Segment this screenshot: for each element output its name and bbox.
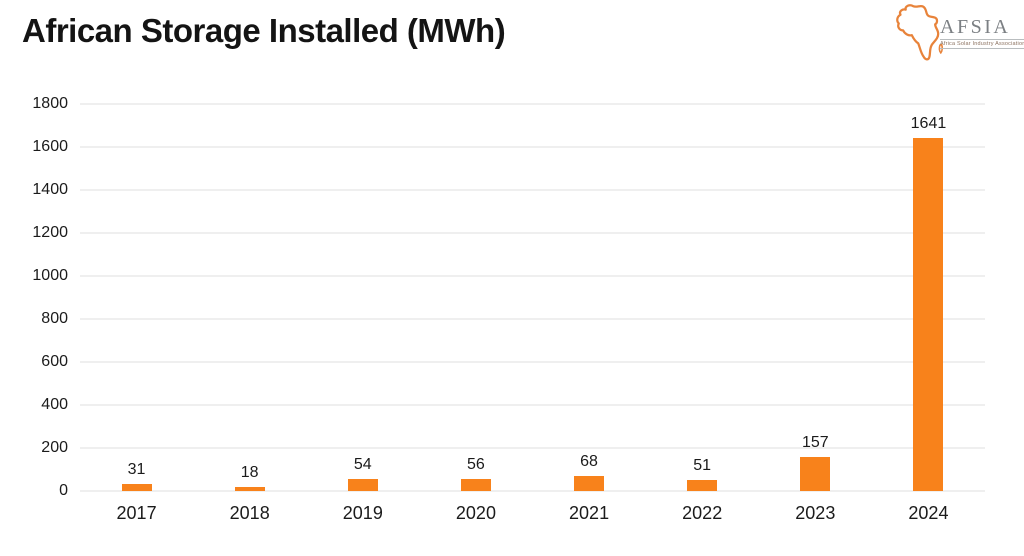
gridline-400 [80, 404, 985, 406]
bar-2022 [687, 480, 718, 491]
gridline-1400 [80, 189, 985, 191]
bar-value-2019: 54 [353, 456, 372, 474]
x-tick-2023: 2023 [795, 503, 836, 523]
bar-value-2022: 51 [693, 457, 712, 475]
gridline-1200 [80, 232, 985, 234]
y-tick-600: 600 [41, 353, 68, 370]
bar-chart-plot: 31 18 54 56 68 51 157 1641 [80, 103, 985, 492]
x-tick-2018: 2018 [229, 503, 270, 523]
bar-value-2017: 31 [127, 461, 146, 479]
y-tick-1000: 1000 [32, 267, 68, 284]
y-tick-1600: 1600 [32, 138, 68, 155]
bar-value-2020: 56 [467, 455, 485, 473]
bar-2023 [800, 457, 831, 491]
bar-2018 [234, 487, 265, 491]
bar-2017 [121, 484, 152, 491]
bar-2019 [347, 479, 378, 491]
y-tick-200: 200 [41, 439, 68, 456]
x-tick-2024: 2024 [908, 503, 949, 523]
x-tick-2017: 2017 [116, 503, 157, 523]
x-tick-2022: 2022 [682, 503, 723, 523]
x-tick-2019: 2019 [342, 503, 383, 523]
bar-2020 [460, 478, 491, 491]
gridline-0 [80, 490, 985, 492]
x-tick-2021: 2021 [569, 503, 610, 523]
gridline-800 [80, 318, 985, 320]
y-tick-1800: 1800 [32, 95, 68, 112]
x-tick-2020: 2020 [455, 503, 496, 523]
africa-map-icon [894, 2, 946, 69]
page-title: African Storage Installed (MWh) [22, 12, 506, 49]
gridline-200 [80, 447, 985, 449]
x-axis-labels: 2017 2018 2019 2020 2021 2022 2023 2024 [80, 503, 985, 524]
bar-value-2021: 68 [580, 453, 598, 471]
gridline-1800 [80, 103, 985, 105]
y-tick-800: 800 [41, 310, 68, 327]
bar-2021 [574, 476, 605, 491]
bar-value-2024: 1641 [910, 115, 947, 133]
gridline-1000 [80, 275, 985, 277]
afsia-logo: AFSIA Africa Solar Industry Association [894, 2, 1024, 69]
gridline-600 [80, 361, 985, 363]
bar-2024 [913, 138, 944, 491]
logo-tagline: Africa Solar Industry Association [940, 38, 1024, 49]
logo-wordmark: AFSIA [940, 15, 1011, 38]
y-tick-400: 400 [41, 396, 68, 413]
y-tick-1400: 1400 [32, 181, 68, 198]
logo-text: AFSIA Africa Solar Industry Association [940, 16, 1024, 49]
bar-value-2023: 157 [801, 434, 829, 452]
y-tick-1200: 1200 [32, 224, 68, 241]
y-tick-0: 0 [59, 482, 68, 499]
y-axis-labels: 1800 1600 1400 1200 1000 800 600 400 200 0 [0, 95, 68, 499]
bar-value-2018: 18 [240, 464, 259, 482]
gridline-1600 [80, 146, 985, 148]
